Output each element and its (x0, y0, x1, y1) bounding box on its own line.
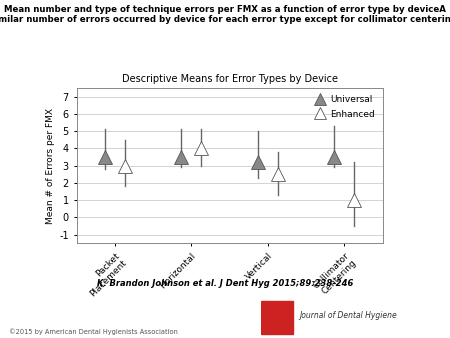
Title: Descriptive Means for Error Types by Device: Descriptive Means for Error Types by Dev… (122, 74, 338, 84)
Text: similar number of errors occurred by device for each error type except for colli: similar number of errors occurred by dev… (0, 15, 450, 24)
Text: Journal of Dental Hygiene: Journal of Dental Hygiene (299, 311, 396, 320)
Y-axis label: Mean # of Errors per FMX: Mean # of Errors per FMX (46, 107, 55, 224)
Legend: Universal, Enhanced: Universal, Enhanced (308, 92, 378, 121)
Text: Mean number and type of technique errors per FMX as a function of error type by : Mean number and type of technique errors… (4, 5, 446, 14)
Text: K. Brandon Johnson et al. J Dent Hyg 2015;89:238-246: K. Brandon Johnson et al. J Dent Hyg 201… (97, 279, 353, 288)
Text: ©2015 by American Dental Hygienists Association: ©2015 by American Dental Hygienists Asso… (9, 328, 178, 335)
Bar (261, 301, 293, 334)
